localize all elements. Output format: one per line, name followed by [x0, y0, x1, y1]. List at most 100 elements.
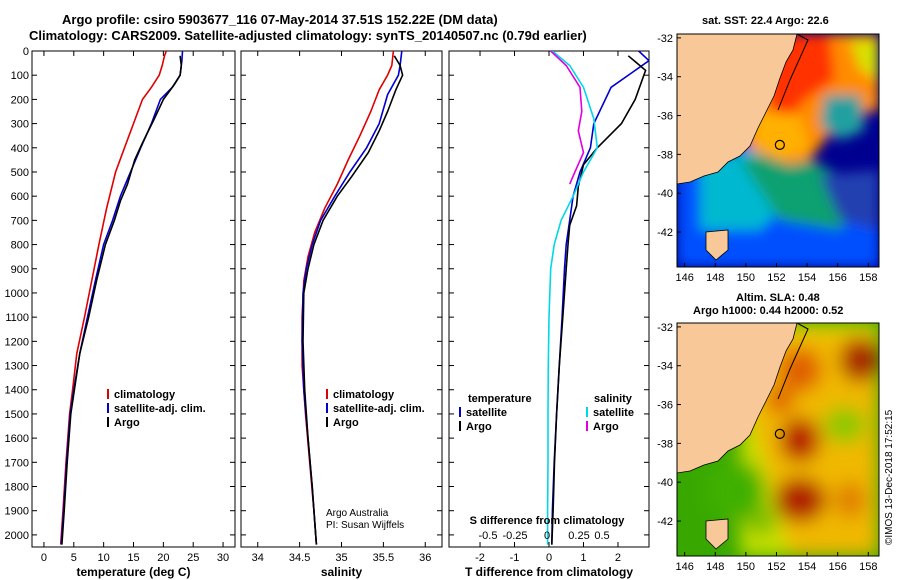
legend-label: Argo [114, 417, 140, 429]
temp-xtick-label: 10 [98, 552, 110, 564]
sal-frame [240, 50, 443, 548]
depth-tick-label: 1000 [5, 288, 29, 300]
depth-tick-label: 1800 [5, 482, 29, 494]
s-diff-tick-label: 0.5 [594, 530, 609, 542]
temp-line-argo [61, 55, 183, 545]
sal-line-climatology [301, 51, 395, 545]
credit-line-1: Argo Australia [326, 508, 389, 519]
diff-line-salinity-satellite [546, 51, 599, 545]
map-ytick-label: -42 [657, 516, 673, 528]
temp-line-satellite-adj-clim- [60, 51, 184, 545]
depth-tick-label: 1400 [5, 385, 29, 397]
legend-label: satellite-adj. clim. [333, 403, 425, 415]
depth-tick-label: 800 [11, 240, 29, 252]
diff-line-salinity-argo [550, 51, 585, 185]
s-diff-tick-label: -0.5 [479, 530, 498, 542]
sal-xlabel: salinity [321, 565, 363, 579]
map-xtick-label: 150 [737, 272, 755, 284]
depth-tick-label: 700 [11, 215, 29, 227]
map-xtick-label: 150 [737, 561, 755, 573]
sla-argo-position-marker [774, 428, 785, 439]
map-ytick-label: -38 [657, 438, 673, 450]
map-ytick-label: -32 [657, 322, 673, 334]
diff-xlabel-salinity: S difference from climatology [470, 515, 626, 527]
map-xtick-label: 154 [798, 561, 816, 573]
diff-xtick-label: -1 [510, 552, 520, 564]
diff-line-temperature-argo [551, 55, 647, 545]
map-ytick-label: -42 [657, 227, 673, 239]
map-xtick-label: 152 [767, 272, 785, 284]
depth-tick-label: 1100 [5, 312, 29, 324]
sla-bathy-contour [777, 323, 809, 400]
sal-xtick-label: 35 [335, 552, 347, 564]
diff-xtick-label: 0 [546, 552, 552, 564]
depth-tick-label: 1600 [5, 433, 29, 445]
depth-tick-label: 1700 [5, 457, 29, 469]
s-diff-tick-label: 0.25 [568, 530, 589, 542]
diff-panel: -2 -1 0 1 2T difference from climatology [448, 50, 650, 579]
temp-xtick-label: 25 [187, 552, 199, 564]
map-xtick-label: 148 [706, 272, 724, 284]
temp-xlabel: temperature (deg C) [76, 565, 190, 579]
sla-map-title-2: Argo h1000: 0.44 h2000: 0.52 [693, 305, 844, 317]
map-ytick-label: -34 [657, 361, 673, 373]
legend-label: climatology [333, 389, 395, 401]
depth-tick-label: 100 [11, 70, 29, 82]
map-xtick-label: 152 [767, 561, 785, 573]
depth-tick-label: 1900 [5, 506, 29, 518]
depth-tick-label: 900 [11, 264, 29, 276]
map-xtick-label: 158 [859, 561, 877, 573]
sal-xtick-label: 35.5 [373, 552, 394, 564]
sst-argo-position-marker [774, 139, 785, 150]
depth-tick-label: 2000 [5, 530, 29, 542]
temp-legend: climatology satellite-adj. clim. Argo [107, 389, 206, 429]
map-xtick-label: 154 [798, 272, 816, 284]
map-xtick-label: 146 [675, 561, 693, 573]
depth-tick-label: 1200 [5, 336, 29, 348]
temp-xtick-label: 15 [127, 552, 139, 564]
profile-panels: 0 5 10 15 20 25 300100200300400500600700800900… [5, 46, 650, 579]
legend-label: Argo [593, 421, 619, 433]
map-ytick-label: -32 [657, 33, 673, 45]
depth-tick-label: 500 [11, 167, 29, 179]
legend-label: satellite-adj. clim. [114, 403, 206, 415]
legend-title-temperature: temperature [468, 393, 532, 405]
sla-map-title-1: Altim. SLA: 0.48 [736, 292, 820, 304]
sla-map: 146 148 150 152 154 156 158 -32 -34 -36 -38 -40 -42 [657, 322, 880, 573]
diff-legend: temperature salinity satellite Argo satellit… [459, 393, 634, 542]
temp-panel: 0 5 10 15 20 25 300100200300400500600700800900… [5, 46, 236, 579]
depth-tick-label: 1500 [5, 409, 29, 421]
map-xtick-label: 148 [706, 561, 724, 573]
diff-xtick-label: -2 [475, 552, 485, 564]
diff-xlabel: T difference from climatology [465, 565, 633, 579]
depth-tick-label: 1300 [5, 361, 29, 373]
map-xtick-label: 158 [859, 272, 877, 284]
map-xtick-label: 156 [829, 272, 847, 284]
sst-map-field [677, 34, 879, 267]
legend-title-salinity: salinity [594, 393, 633, 405]
temp-series [59, 51, 184, 545]
sal-line-satellite-adj-clim- [301, 51, 403, 545]
s-diff-tick-label: -0.25 [502, 530, 527, 542]
depth-tick-label: 300 [11, 119, 29, 131]
legend-label: Argo [333, 417, 359, 429]
credit-line-2: PI: Susan Wijffels [326, 520, 404, 531]
diff-xtick-label: 1 [580, 552, 586, 564]
map-ytick-label: -40 [657, 477, 673, 489]
depth-tick-label: 600 [11, 191, 29, 203]
map-xtick-label: 156 [829, 561, 847, 573]
title-line-2: Climatology: CARS2009. Satellite-adjuste… [29, 28, 587, 43]
sst-map: 146 148 150 152 154 156 158 -32 -34 -36 -38 -40 -42 [657, 33, 880, 284]
sla-map-axes: 146 148 150 152 154 156 158 -32 -34 -36 -38 -40 -42 [657, 322, 877, 573]
temp-xtick-label: 5 [71, 552, 77, 564]
sal-line-argo [302, 55, 404, 545]
sla-map-field [677, 323, 879, 556]
diff-series [546, 51, 649, 545]
diff-line-temperature-satellite [551, 51, 649, 545]
map-ytick-label: -36 [657, 400, 673, 412]
map-ytick-label: -38 [657, 149, 673, 161]
sst-bathy-contour [777, 34, 809, 111]
sal-panel: 34 34.5 35 35.5 36 salinity [240, 50, 443, 579]
diff-xtick-label: 2 [615, 552, 621, 564]
legend-label: Argo [466, 421, 492, 433]
